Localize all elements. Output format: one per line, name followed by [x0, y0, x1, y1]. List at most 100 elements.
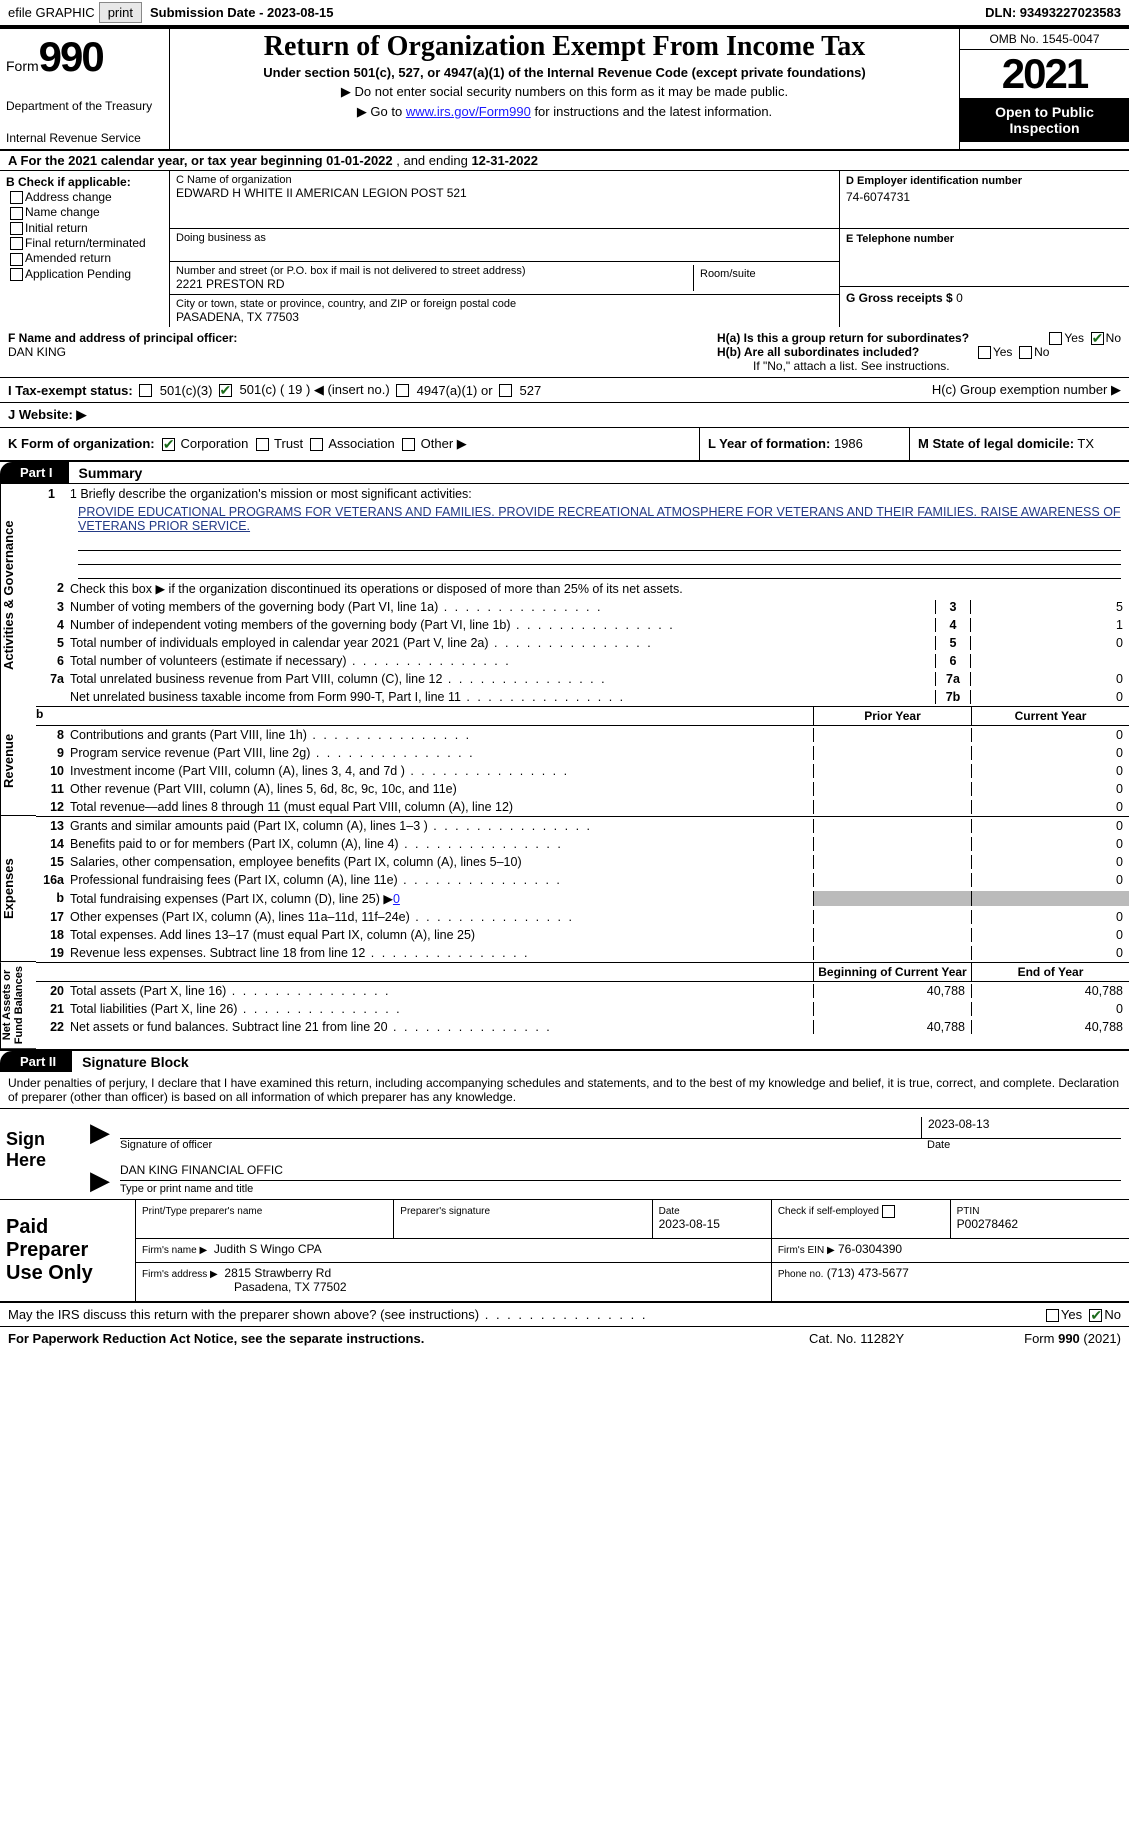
submission-date: Submission Date - 2023-08-15	[150, 5, 334, 20]
h-b-note: If "No," attach a list. See instructions…	[717, 359, 1121, 373]
chk-initial[interactable]: Initial return	[10, 221, 163, 235]
org-name: EDWARD H WHITE II AMERICAN LEGION POST 5…	[176, 186, 833, 200]
vlabel-expenses: Expenses	[0, 816, 36, 962]
chk-self-employed[interactable]	[882, 1205, 895, 1218]
vlabel-netassets: Net Assets or Fund Balances	[0, 962, 36, 1049]
gross-label: G Gross receipts $	[846, 291, 953, 305]
i-label: I Tax-exempt status:	[8, 383, 133, 398]
street-label: Number and street (or P.O. box if mail i…	[176, 265, 693, 277]
chk-501c-checked	[219, 384, 232, 397]
city-label: City or town, state or province, country…	[176, 298, 833, 310]
c-name-label: C Name of organization	[176, 174, 833, 186]
firm-phone: (713) 473-5677	[827, 1266, 909, 1280]
chk-pending[interactable]: Application Pending	[10, 267, 163, 281]
chk-527[interactable]	[499, 384, 512, 397]
firm-name: Judith S Wingo CPA	[214, 1242, 322, 1256]
print-button[interactable]: print	[99, 2, 142, 23]
row-j: J Website: ▶	[0, 403, 1129, 428]
revenue-section: bPrior YearCurrent Year 8Contributions a…	[36, 706, 1129, 816]
officer-print-name: DAN KING FINANCIAL OFFIC	[120, 1159, 1121, 1180]
chk-amended[interactable]: Amended return	[10, 251, 163, 265]
form-word: Form	[6, 58, 39, 74]
header-left: Form990 Department of the Treasury Inter…	[0, 29, 170, 149]
chk-name-change[interactable]: Name change	[10, 205, 163, 219]
form-number: 990	[39, 33, 103, 80]
efile-label: efile GRAPHIC	[8, 5, 95, 20]
signature-intro: Under penalties of perjury, I declare th…	[0, 1072, 1129, 1109]
entity-block: B Check if applicable: Address change Na…	[0, 171, 1129, 327]
form-subtitle: Under section 501(c), 527, or 4947(a)(1)…	[176, 65, 953, 80]
summary-grid: Activities & Governance 1 1 Briefly desc…	[0, 483, 1129, 1051]
part2-tab: Part II	[0, 1051, 72, 1072]
section-c: C Name of organization EDWARD H WHITE II…	[170, 171, 839, 327]
form-header: Form990 Department of the Treasury Inter…	[0, 27, 1129, 151]
note-ssn: ▶ Do not enter social security numbers o…	[176, 84, 953, 100]
part2-header: Part II Signature Block	[0, 1051, 1129, 1072]
firm-ein: 76-0304390	[838, 1242, 902, 1256]
arrow-icon: ▶	[90, 1117, 110, 1148]
section-b: B Check if applicable: Address change Na…	[0, 171, 170, 327]
toolbar: efile GRAPHIC print Submission Date - 20…	[0, 0, 1129, 27]
netassets-section: Beginning of Current YearEnd of Year 20T…	[36, 962, 1129, 1049]
irs-link[interactable]: www.irs.gov/Form990	[406, 104, 531, 119]
note-link: ▶ Go to www.irs.gov/Form990 for instruct…	[176, 104, 953, 120]
h-a: H(a) Is this a group return for subordin…	[717, 331, 1121, 345]
sig-date: 2023-08-13	[921, 1117, 1121, 1138]
val-5: 0	[971, 636, 1129, 650]
section-d: D Employer identification number 74-6074…	[839, 171, 1129, 327]
form-title: Return of Organization Exempt From Incom…	[176, 31, 953, 63]
ein-label: D Employer identification number	[846, 175, 1123, 187]
row-fh: F Name and address of principal officer:…	[0, 327, 1129, 378]
m-state: M State of legal domicile: TX	[909, 428, 1129, 460]
paid-preparer-block: Paid Preparer Use Only Print/Type prepar…	[0, 1200, 1129, 1303]
chk-addr-change[interactable]: Address change	[10, 190, 163, 204]
chk-4947[interactable]	[396, 384, 409, 397]
arrow-icon: ▶	[90, 1165, 110, 1196]
row-a-period: A For the 2021 calendar year, or tax yea…	[0, 151, 1129, 171]
val-7a: 0	[971, 672, 1129, 686]
k-form-org: K Form of organization: Corporation Trus…	[0, 428, 699, 460]
mission-text: PROVIDE EDUCATIONAL PROGRAMS FOR VETERAN…	[36, 501, 1129, 537]
ein: 74-6074731	[846, 190, 1123, 204]
f-label: F Name and address of principal officer:	[8, 331, 237, 345]
row-klm: K Form of organization: Corporation Trus…	[0, 428, 1129, 462]
chk-final[interactable]: Final return/terminated	[10, 236, 163, 250]
open-inspection: Open to Public Inspection	[960, 98, 1129, 142]
activities-section: 1 1 Briefly describe the organization's …	[36, 484, 1129, 706]
sign-here-label: Sign Here	[0, 1109, 90, 1199]
ha-no-checked	[1091, 332, 1104, 345]
footer-notice: For Paperwork Reduction Act Notice, see …	[0, 1327, 1129, 1350]
gross-receipts: 0	[956, 291, 963, 305]
firm-addr2: Pasadena, TX 77502	[142, 1280, 347, 1294]
vlabel-revenue: Revenue	[0, 706, 36, 816]
part2-title: Signature Block	[82, 1054, 189, 1070]
preparer-table: Print/Type preparer's name Preparer's si…	[135, 1200, 1129, 1301]
dln-label: DLN: 93493227023583	[985, 5, 1121, 20]
val-6	[971, 654, 1129, 668]
sign-here-block: Sign Here ▶ 2023-08-13 Signature of offi…	[0, 1109, 1129, 1200]
chk-corp-checked	[162, 438, 175, 451]
val-4: 1	[971, 618, 1129, 632]
ptin: P00278462	[957, 1217, 1018, 1231]
expenses-section: 13Grants and similar amounts paid (Part …	[36, 816, 1129, 962]
h-b: H(b) Are all subordinates included? Yes …	[717, 345, 1121, 359]
room-label: Room/suite	[700, 268, 827, 280]
footer-discuss: May the IRS discuss this return with the…	[0, 1303, 1129, 1327]
discuss-no-checked	[1089, 1309, 1102, 1322]
h-c: H(c) Group exemption number ▶	[932, 382, 1121, 398]
phone-label: E Telephone number	[846, 233, 1123, 245]
b-label: B Check if applicable:	[6, 175, 131, 189]
irs-label: Internal Revenue Service	[6, 131, 163, 145]
val-7b: 0	[971, 690, 1129, 704]
cat-no: Cat. No. 11282Y	[809, 1331, 904, 1346]
firm-addr1: 2815 Strawberry Rd	[224, 1266, 331, 1280]
tax-year: 2021	[960, 50, 1129, 98]
street: 2221 PRESTON RD	[176, 277, 693, 291]
omb-number: OMB No. 1545-0047	[960, 29, 1129, 50]
dba-label: Doing business as	[176, 232, 833, 244]
paid-label: Paid Preparer Use Only	[0, 1200, 135, 1301]
header-right: OMB No. 1545-0047 2021 Open to Public In…	[959, 29, 1129, 149]
part1-title: Summary	[79, 465, 143, 481]
part1-header: Part I Summary	[0, 462, 1129, 483]
chk-501c3[interactable]	[139, 384, 152, 397]
